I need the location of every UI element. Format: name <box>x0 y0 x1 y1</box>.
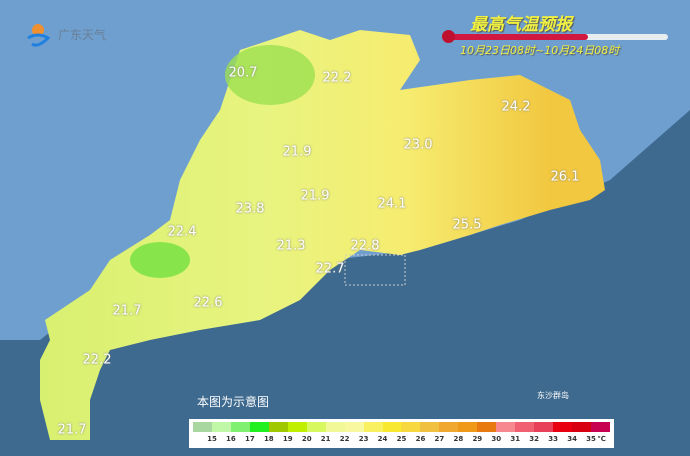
temperature-label: 22.2 <box>82 352 112 368</box>
legend-swatch <box>287 422 307 432</box>
temperature-label: 22.8 <box>350 238 380 254</box>
temperature-label: 21.3 <box>276 238 306 254</box>
thermometer-bar <box>442 30 668 43</box>
temperature-label: 25.5 <box>452 217 482 233</box>
legend-tick: 22 <box>339 435 350 443</box>
guangdong-land <box>40 30 605 440</box>
legend-tick: 28 <box>453 435 464 443</box>
legend-swatch <box>230 422 250 432</box>
legend-tick: 29 <box>472 435 483 443</box>
legend-tick: 25 <box>396 435 407 443</box>
temperature-label: 20.7 <box>228 65 258 81</box>
temperature-label: 22.2 <box>322 70 352 86</box>
temperature-label: 21.9 <box>282 144 312 160</box>
legend-tick: 15 <box>207 435 217 443</box>
logo-text: 广东天气 <box>58 27 107 42</box>
legend-swatch <box>325 422 345 432</box>
temperature-label: 21.7 <box>112 303 142 319</box>
legend-swatch <box>572 422 592 432</box>
legend-tick: 24 <box>377 435 388 443</box>
legend-tick: 21 <box>320 435 331 443</box>
legend-swatch <box>268 422 288 432</box>
legend-swatch <box>420 422 440 432</box>
legend-tick: 31 <box>510 435 521 443</box>
cool-area-north <box>225 45 315 105</box>
schematic-note: 本图为示意图 <box>197 395 270 409</box>
legend-swatch <box>553 422 573 432</box>
legend-swatch <box>439 422 459 432</box>
temperature-label: 21.9 <box>300 188 330 204</box>
legend-swatch <box>496 422 516 432</box>
legend-tick: 19 <box>282 435 293 443</box>
legend-tick: 26 <box>415 435 426 443</box>
legend-tick: 35 <box>586 435 596 443</box>
temperature-label: 26.1 <box>550 169 580 185</box>
thermometer-bulb-icon <box>442 30 455 43</box>
legend-tick: 18 <box>263 435 274 443</box>
map-title: 最高气温预报 <box>470 15 572 35</box>
temperature-label: 24.2 <box>501 99 531 115</box>
legend-tick: 17 <box>244 435 255 443</box>
legend-swatch <box>363 422 383 432</box>
temperature-label: 21.7 <box>57 422 87 438</box>
legend-swatch <box>193 422 212 432</box>
legend-tick: 27 <box>434 435 445 443</box>
legend-swatch <box>344 422 364 432</box>
legend-tick: 32 <box>529 435 540 443</box>
legend-tick: 30 <box>491 435 502 443</box>
sun-logo-icon <box>27 24 51 47</box>
legend-swatch <box>458 422 478 432</box>
legend-swatch <box>534 422 554 432</box>
legend-tick: 20 <box>301 435 312 443</box>
hongkong-outline <box>344 254 406 286</box>
legend-swatch <box>515 422 535 432</box>
thermometer-fill <box>446 34 589 40</box>
legend-swatch <box>211 422 231 432</box>
temperature-label: 23.0 <box>403 137 433 153</box>
forecast-period: 10月23日08时~10月24日08时 <box>460 44 620 57</box>
legend-swatch <box>249 422 269 432</box>
legend-tick: 34 <box>567 435 577 443</box>
legend-unit: ℃ <box>597 435 606 443</box>
temperature-label: 22.6 <box>193 295 223 311</box>
temperature-label: 24.1 <box>377 196 407 212</box>
legend-swatch <box>306 422 326 432</box>
legend-tick: 23 <box>358 435 369 443</box>
temperature-legend: 15 16 17 18 19 20 21 22 23 24 25 26 27 28 29 30 31 32 33 34… <box>189 419 614 448</box>
temperature-label: 23.8 <box>235 201 265 217</box>
legend-swatch <box>591 422 610 432</box>
legend-tick: 33 <box>548 435 558 443</box>
temperature-label: 22.7 <box>315 261 345 277</box>
legend-swatch <box>382 422 402 432</box>
temperature-label: 22.4 <box>167 224 197 240</box>
legend-swatch <box>477 422 497 432</box>
logo: 广东天气 <box>24 20 106 48</box>
dongsha-islands-label: 东沙群岛 <box>537 391 569 400</box>
legend-swatch <box>401 422 421 432</box>
legend-tick: 16 <box>226 435 236 443</box>
cool-area-west <box>130 242 190 278</box>
